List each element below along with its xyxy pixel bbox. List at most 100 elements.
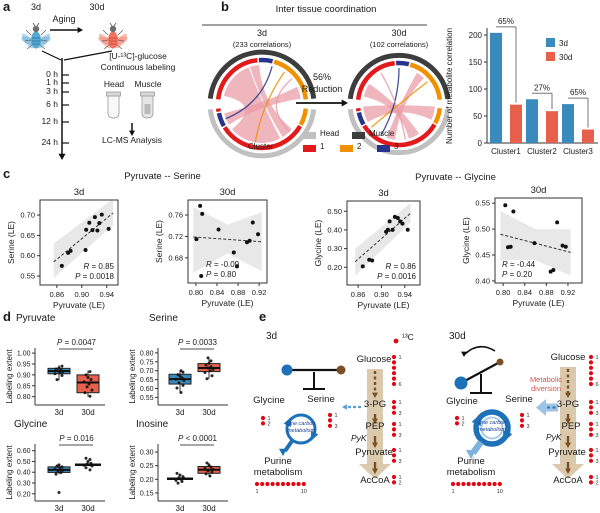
- svg-text:0.84: 0.84: [517, 288, 532, 297]
- svg-text:0.30: 0.30: [327, 244, 342, 253]
- lcms-label: LC-MS Analysis: [102, 135, 162, 145]
- svg-text:27%: 27%: [534, 83, 550, 92]
- scatter-data-serine_30d: [193, 203, 262, 279]
- scatter-plot-glycine_30d: 0.80 0.84 0.88 0.92 0.40 0.45 0.50 0.55 30d Pyruv…: [461, 185, 583, 308]
- bar-30d-Cluster1: [510, 104, 522, 143]
- chord-3d-title: 3d: [256, 28, 267, 38]
- metabolite-pyruvate-3d: Pyruvate: [355, 447, 393, 458]
- svg-text:P = 0.0016: P = 0.0016: [377, 272, 416, 281]
- svg-text:Cluster1: Cluster1: [491, 147, 521, 156]
- svg-text:65%: 65%: [498, 17, 514, 26]
- svg-text:0.80: 0.80: [496, 288, 511, 297]
- carbon-dots-pep: 13: [588, 421, 599, 439]
- c13-legend-dot: [393, 338, 399, 344]
- svg-text:1: 1: [596, 448, 599, 454]
- svg-text:2: 2: [596, 481, 599, 487]
- intertissue-title: Inter tissue coordination: [275, 4, 377, 15]
- svg-text:Cluster2: Cluster2: [527, 147, 557, 156]
- scatter-plot-serine_3d: 0.86 0.90 0.94 0.55 0.60 0.65 0.70 3d Pyruvate (…: [6, 187, 119, 310]
- reduction-label: Reduction: [301, 84, 343, 94]
- svg-text:2: 2: [268, 422, 271, 428]
- svg-text:0.50: 0.50: [327, 207, 342, 216]
- carbon-dots-glycine: 12: [454, 415, 465, 428]
- svg-text:3: 3: [399, 459, 402, 465]
- one-carbon-cycle-30d: [466, 409, 513, 459]
- enzyme-pyk-30d: PyK: [546, 432, 562, 442]
- svg-text:100: 100: [469, 85, 483, 94]
- bar-3d-Cluster1: [490, 32, 502, 144]
- svg-text:0.20: 0.20: [17, 491, 31, 498]
- svg-text:0.20: 0.20: [327, 263, 342, 272]
- metabolite-serine-30d: Serine: [505, 394, 533, 405]
- carbon-dots-pyruvate: 13: [391, 447, 402, 465]
- svg-text:30d: 30d: [81, 504, 94, 513]
- inter-tissue-panel: [202, 24, 451, 159]
- fly-3d-icon: [21, 22, 51, 50]
- svg-text:10: 10: [301, 489, 307, 495]
- svg-text:10: 10: [497, 489, 503, 495]
- svg-text:0.88: 0.88: [231, 288, 246, 297]
- svg-text:0.90: 0.90: [17, 372, 31, 379]
- metabolite-3pg-30d: 3-PG: [556, 399, 580, 410]
- carbon-dots-purine: 1 10: [450, 481, 503, 495]
- svg-text:0.95: 0.95: [17, 361, 31, 368]
- metabolite-glucose-30d: Glucose: [550, 352, 586, 363]
- svg-text:R = -0.44: R = -0.44: [502, 260, 536, 269]
- svg-text:30d: 30d: [202, 408, 215, 417]
- svg-text:Labeling extent: Labeling extent: [5, 445, 14, 500]
- svg-text:Number of metabolite correlati: Number of metabolite correlation: [445, 28, 454, 144]
- one-carbon-text-2-30d: metabolism: [477, 427, 507, 433]
- svg-text:0.68: 0.68: [168, 253, 183, 262]
- svg-text:3d: 3d: [74, 187, 85, 198]
- svg-text:0.80: 0.80: [140, 350, 154, 357]
- svg-text:3: 3: [527, 424, 530, 430]
- svg-text:0.86: 0.86: [50, 290, 65, 299]
- age-label-3d: 3d: [266, 331, 278, 342]
- svg-text:1: 1: [268, 416, 271, 422]
- carbon-dots-pg: 13: [588, 399, 599, 417]
- svg-text:1: 1: [596, 422, 599, 428]
- svg-text:30d: 30d: [220, 187, 236, 198]
- svg-text:3: 3: [399, 433, 402, 439]
- metabolite-accoa-30d: AcCoA: [553, 475, 583, 486]
- svg-text:Cluster3: Cluster3: [563, 147, 593, 156]
- svg-text:0.94: 0.94: [99, 290, 114, 299]
- chord-diagram-30d: [347, 52, 451, 156]
- carbon-dots-glucose: 16: [588, 354, 599, 388]
- legend-muscle-label: Muscle: [369, 129, 395, 138]
- carbon-dots-pg: 13: [391, 399, 402, 417]
- scatter-data-glycine_30d: [500, 203, 571, 276]
- carbon-dots-glucose: 16: [391, 354, 402, 388]
- svg-text:Pyruvate (LE): Pyruvate (LE): [53, 300, 105, 310]
- svg-text:P = 0.0018: P = 0.0018: [75, 272, 114, 281]
- svg-text:1: 1: [596, 355, 599, 361]
- svg-text:0.76: 0.76: [168, 210, 183, 219]
- chord-30d-title: 30d: [391, 28, 407, 38]
- svg-text:0.65: 0.65: [140, 377, 154, 384]
- bar-30d-Cluster2: [546, 111, 558, 143]
- head-tube-icon: [106, 91, 121, 119]
- svg-text:0.75: 0.75: [140, 359, 154, 366]
- svg-text:3: 3: [596, 459, 599, 465]
- scatter-group-title-serine: Pyruvate -- Serine: [124, 171, 201, 182]
- svg-text:Pyruvate (LE): Pyruvate (LE): [358, 300, 410, 310]
- svg-text:Labeling extent: Labeling extent: [128, 349, 137, 404]
- svg-text:0.94: 0.94: [398, 290, 413, 299]
- scatter-plot-glycine_3d: 0.86 0.90 0.94 0.20 0.30 0.40 0.50 3d Pyruvate (…: [313, 188, 421, 310]
- age-label-30d: 30d: [449, 331, 466, 342]
- metabolite-glycine-30d: Glycine: [446, 396, 478, 407]
- svg-text:Serine (LE): Serine (LE): [6, 221, 16, 264]
- svg-text:0.92: 0.92: [561, 288, 576, 297]
- timepoint-6h: 6 h: [46, 99, 58, 109]
- legend-cluster-label: Cluster: [248, 142, 274, 151]
- svg-text:0.60: 0.60: [140, 386, 154, 393]
- svg-text:3d: 3d: [176, 504, 185, 513]
- svg-text:R = 0.85: R = 0.85: [84, 262, 115, 271]
- boxplot-title-glycine: Glycine: [14, 419, 48, 430]
- carbon-dots-pep: 13: [391, 421, 402, 439]
- svg-text:R = 0.86: R = 0.86: [386, 262, 417, 271]
- legend-cluster2-label: 2: [357, 142, 362, 151]
- svg-text:P = 0.0047: P = 0.0047: [57, 338, 96, 347]
- svg-text:2: 2: [462, 422, 465, 428]
